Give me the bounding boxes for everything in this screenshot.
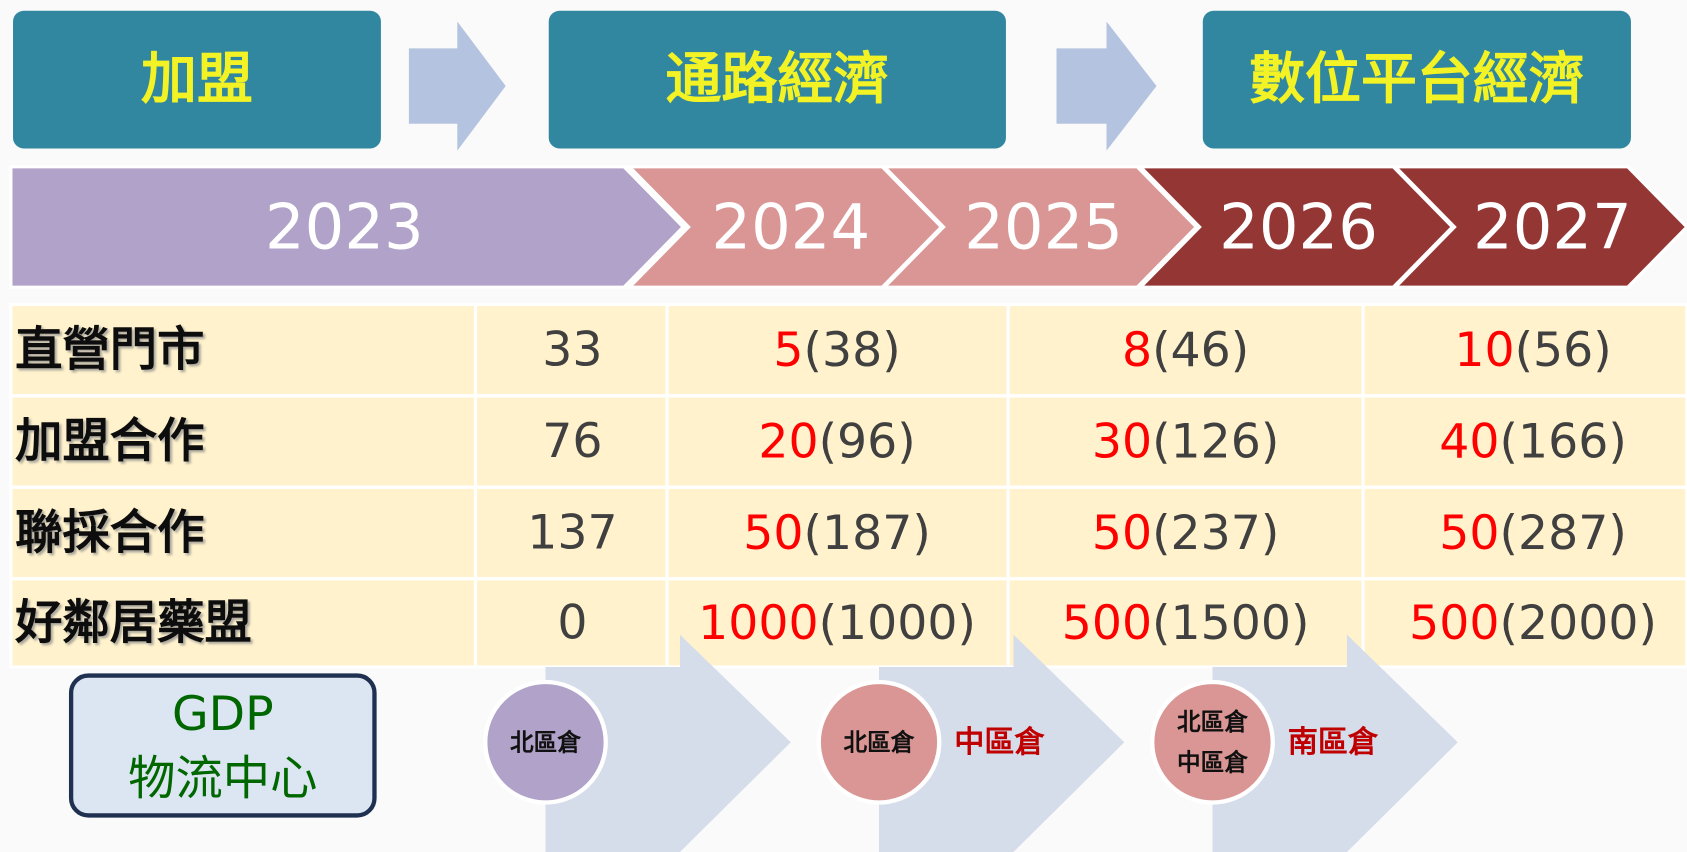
- gdp-title: GDP: [172, 687, 274, 742]
- warehouse-label: 北區倉: [1177, 708, 1248, 736]
- year-chevron: [880, 165, 1199, 289]
- cell-value: 1000(1000): [698, 595, 976, 650]
- table-cell: [665, 302, 1010, 398]
- gdp-box: [68, 673, 377, 818]
- cell-value: 30(126): [1092, 414, 1280, 469]
- table-cell: [1006, 302, 1365, 398]
- cell-value: 500(2000): [1409, 595, 1657, 650]
- year-label: 2026: [1219, 190, 1378, 263]
- stage-arrow: [879, 634, 1125, 852]
- table-cell: [665, 577, 1010, 669]
- added-value: 20: [758, 414, 818, 469]
- total-value: (237): [1152, 506, 1279, 561]
- phase-label: 通路經濟: [665, 47, 889, 112]
- total-value: (46): [1152, 323, 1249, 378]
- added-value: 1000: [698, 595, 818, 650]
- warehouse-circle: [1150, 679, 1275, 805]
- phase-box: [1202, 10, 1631, 149]
- added-value: 50: [1092, 506, 1152, 561]
- table-cell: [1361, 394, 1687, 489]
- base-value: 137: [527, 506, 617, 561]
- table-cell: [9, 485, 478, 581]
- year-label: 2025: [964, 190, 1123, 263]
- year-label: 2027: [1473, 190, 1632, 263]
- total-value: (2000): [1500, 595, 1657, 650]
- base-value: 76: [542, 414, 602, 469]
- total-value: (126): [1152, 414, 1279, 469]
- base-value: 0: [557, 595, 587, 650]
- total-value: (96): [819, 414, 916, 469]
- warehouse-circle: [483, 679, 608, 805]
- warehouse-label: 北區倉: [844, 728, 915, 756]
- table-cell: [473, 577, 669, 669]
- year-chevron: [9, 165, 686, 289]
- cell-value: 50(237): [1092, 506, 1280, 561]
- cell-value: 40(166): [1439, 414, 1627, 469]
- total-value: (287): [1500, 506, 1627, 561]
- table-cell: [1006, 394, 1365, 489]
- phase-box: [13, 10, 381, 149]
- row-label: 聯採合作: [15, 506, 204, 561]
- cell-value: 50(287): [1439, 506, 1627, 561]
- cell-value: 5(38): [773, 323, 900, 378]
- base-value: 33: [542, 323, 602, 378]
- cell-value: 20(96): [758, 414, 915, 469]
- table-cell: [665, 485, 1010, 581]
- new-warehouse: 南區倉: [1288, 725, 1379, 760]
- table-cell: [9, 577, 478, 669]
- cell-value: 500(1500): [1062, 595, 1310, 650]
- table-cell: [1361, 302, 1687, 398]
- phase-label: 數位平台經濟: [1249, 47, 1585, 112]
- table-cell: [473, 485, 669, 581]
- phase-box: [548, 10, 1006, 149]
- stage-arrow: [545, 634, 791, 852]
- row-label: 好鄰居藥盟: [14, 595, 252, 650]
- total-value: (187): [804, 506, 931, 561]
- table-cell: [665, 394, 1010, 489]
- phase-arrow: [1056, 21, 1157, 151]
- added-value: 500: [1409, 595, 1499, 650]
- new-warehouse: 中區倉: [954, 725, 1045, 760]
- cell-value: 10(56): [1454, 323, 1611, 378]
- warehouse-circle: [816, 679, 942, 805]
- added-value: 10: [1454, 323, 1514, 378]
- added-value: 50: [743, 506, 803, 561]
- phase-label: 加盟: [141, 47, 253, 112]
- table-cell: [1361, 577, 1687, 669]
- table-cell: [473, 394, 669, 489]
- total-value: (1000): [819, 595, 976, 650]
- cell-value: 50(187): [743, 506, 931, 561]
- added-value: 500: [1062, 595, 1152, 650]
- table-cell: [1006, 485, 1365, 581]
- table-cell: [1006, 577, 1365, 669]
- stage-arrow: [1212, 634, 1458, 852]
- added-value: 30: [1092, 414, 1152, 469]
- added-value: 40: [1439, 414, 1499, 469]
- added-value: 5: [773, 323, 803, 378]
- added-value: 50: [1439, 506, 1499, 561]
- row-label: 直營門市: [15, 323, 204, 378]
- phase-arrow: [408, 21, 506, 151]
- year-chevron: [1391, 165, 1687, 289]
- warehouse-label: 中區倉: [1177, 749, 1248, 777]
- year-label: 2024: [711, 190, 870, 263]
- total-value: (1500): [1152, 595, 1309, 650]
- year-label: 2023: [265, 190, 424, 263]
- row-label: 加盟合作: [15, 414, 204, 469]
- total-value: (56): [1515, 323, 1612, 378]
- total-value: (38): [804, 323, 901, 378]
- added-value: 8: [1122, 323, 1152, 378]
- total-value: (166): [1500, 414, 1627, 469]
- cell-value: 8(46): [1122, 323, 1249, 378]
- gdp-title: 物流中心: [128, 751, 317, 806]
- warehouse-label: 北區倉: [510, 728, 581, 756]
